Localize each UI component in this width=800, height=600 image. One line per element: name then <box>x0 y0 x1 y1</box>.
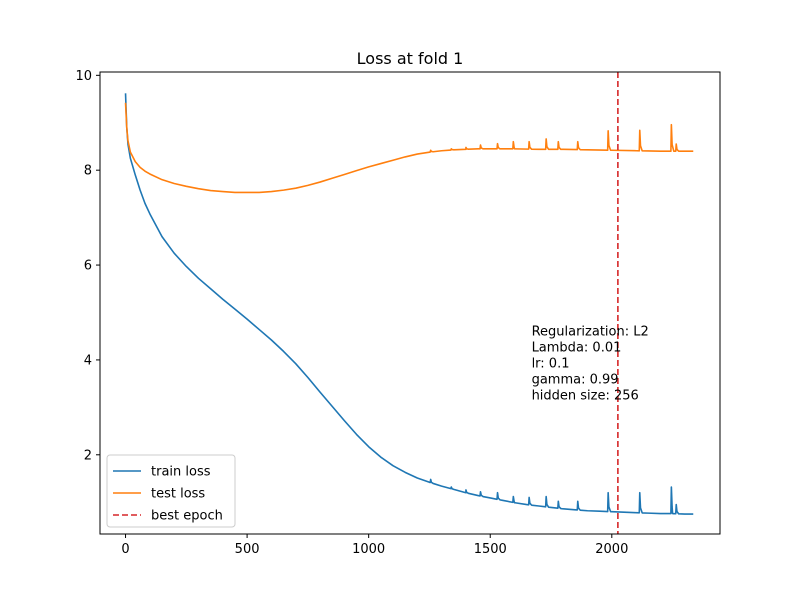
legend-label: best epoch <box>151 509 223 524</box>
y-tick-label: 6 <box>84 259 92 274</box>
plot-area <box>124 72 694 534</box>
legend-label: test loss <box>151 487 205 502</box>
annotation-line: Regularization: L2 <box>532 324 649 339</box>
y-tick-label: 10 <box>75 69 92 84</box>
series-line-train-loss <box>124 93 694 515</box>
x-tick-label: 0 <box>121 542 129 557</box>
series-line-test-loss <box>124 102 694 194</box>
x-tick-label: 500 <box>235 542 260 557</box>
chart-title: Loss at fold 1 <box>357 49 464 68</box>
annotation-line: gamma: 0.99 <box>532 372 619 387</box>
legend-label: train loss <box>151 465 211 480</box>
y-tick-label: 2 <box>84 448 92 463</box>
legend: train loss test loss best epoch <box>106 454 236 528</box>
axes-frame <box>99 71 721 535</box>
x-tick-label: 2000 <box>595 542 628 557</box>
annotation-line: hidden size: 256 <box>532 388 639 403</box>
annotation-line: Lambda: 0.01 <box>532 340 622 355</box>
legend-box <box>106 454 236 528</box>
y-tick-label: 4 <box>84 353 92 368</box>
annotation-line: lr: 0.1 <box>532 356 570 371</box>
x-tick-label: 1000 <box>352 542 385 557</box>
x-tick-label: 1500 <box>474 542 507 557</box>
y-tick-label: 8 <box>84 164 92 179</box>
axis-ticks: 0 500 1000 1500 2000 2 4 6 8 10 <box>75 69 628 557</box>
